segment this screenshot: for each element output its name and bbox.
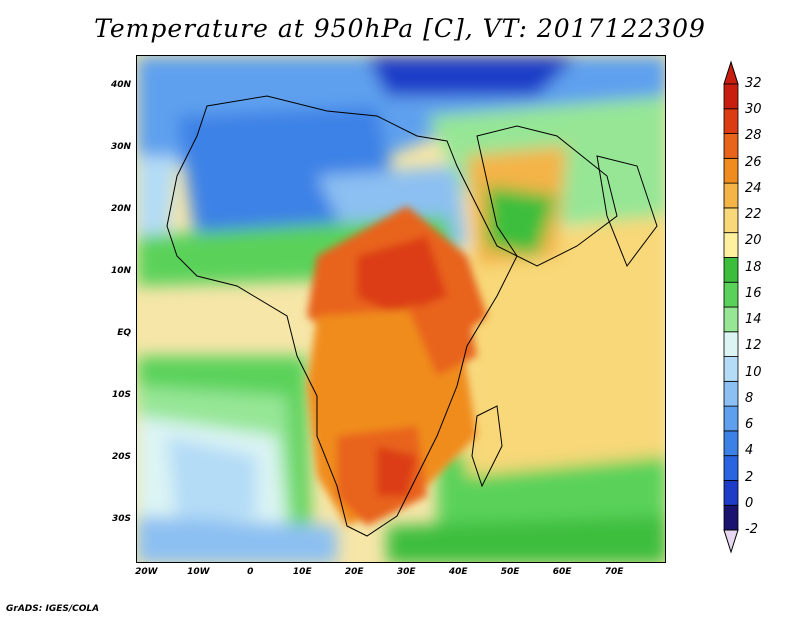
longitude-label: 20W [135,567,158,577]
colorbar-label: 32 [745,76,762,91]
colorbar-swatch [723,504,739,531]
colorbar-swatch [723,331,739,357]
latitude-label: 10N [110,265,131,276]
colorbar-label: 28 [745,128,762,144]
colorbar-swatch [723,380,739,407]
colorbar-label: 20 [745,233,762,249]
colorbar-swatch [723,108,739,134]
longitude-label: 60E [552,567,572,577]
colorbar-swatch [723,133,739,159]
colorbar-swatch [723,405,739,432]
colorbar-swatch [723,356,739,382]
colorbar-label: 0 [745,495,754,511]
colorbar-swatch [723,306,739,333]
colorbar-label: 26 [745,154,762,170]
colorbar-swatch [723,430,739,457]
colorbar-swatch [723,257,739,283]
longitude-label: 0 [247,567,254,577]
map-plot-area [136,55,666,563]
colorbar-swatch [723,455,739,481]
colorbar-label: 10 [745,364,762,380]
longitude-label: 10E [292,567,312,577]
colorbar-swatch [723,281,739,308]
latitude-label: 30N [110,141,131,152]
longitude-label: 40E [448,567,468,577]
colorbar-label: 12 [745,338,762,354]
colorbar-swatch [723,182,739,209]
colorbar-label: 2 [745,469,754,485]
grads-credit: GrADS: IGES/COLA [6,604,100,614]
colorbar-label: 22 [745,207,762,223]
longitude-label: 10W [187,567,210,577]
longitude-label: 70E [604,567,624,577]
colorbar-label: 8 [745,390,754,406]
colorbar-label: 18 [745,259,762,275]
latitude-label: 20N [110,203,131,214]
colorbar-label: 16 [745,285,762,301]
colorbar-label: 14 [745,312,762,328]
latitude-label: 10S [111,389,131,400]
latitude-label: EQ [117,327,131,338]
map-title: Temperature at 950hPa [C], VT: 201712230… [94,14,706,43]
warm-core [307,206,487,526]
colorbar-label: 24 [745,180,762,196]
latitude-label: 30S [111,513,131,524]
colorbar-swatch [723,232,739,258]
colorbar-label: 6 [745,417,754,433]
colorbar-label: 4 [745,443,754,459]
colorbar-over-arrow [723,60,739,85]
temperature-map [137,56,665,562]
longitude-label: 20E [344,567,364,577]
colorbar-swatch [723,157,739,184]
coastlines [166,95,658,537]
colorbar-swatch [723,207,739,234]
colorbar-label: 30 [745,102,762,118]
latitude-label: 20S [111,451,131,462]
colorbar-swatch [723,83,739,110]
temperature-field [137,56,665,562]
colorbar-swatch [723,480,739,506]
longitude-label: 30E [396,567,416,577]
colorbar-under-arrow [723,529,739,554]
latitude-label: 40N [110,79,131,90]
longitude-label: 50E [500,567,520,577]
colorbar-label: -2 [745,522,758,537]
